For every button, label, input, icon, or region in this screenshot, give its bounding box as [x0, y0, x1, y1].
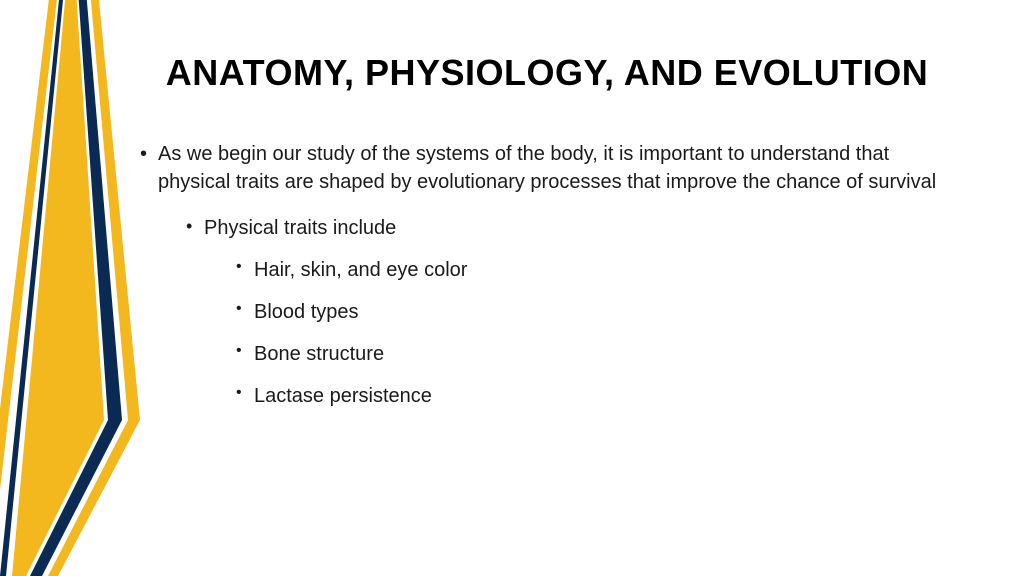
slide-content: ANATOMY, PHYSIOLOGY, AND EVOLUTION As we…: [130, 50, 964, 424]
bullet-sub1-text: Physical traits include: [204, 217, 396, 239]
bullet-sub1: Physical traits include Hair, skin, and …: [186, 214, 964, 410]
chevron-gold-inner: [12, 0, 104, 576]
chevron-gold: [0, 0, 140, 576]
slide-title: ANATOMY, PHYSIOLOGY, AND EVOLUTION: [130, 50, 964, 95]
bullet-item-0: Hair, skin, and eye color: [236, 256, 964, 284]
bullet-item-3: Lactase persistence: [236, 382, 964, 410]
bullet-item-1: Blood types: [236, 298, 964, 326]
chevron-navy: [0, 0, 122, 576]
chevron-white-gap: [0, 0, 128, 576]
bullet-list-level2: Physical traits include Hair, skin, and …: [158, 214, 964, 410]
bullet-list-level1: As we begin our study of the systems of …: [130, 140, 964, 410]
bullet-list-level3: Hair, skin, and eye color Blood types Bo…: [204, 256, 964, 410]
chevron-white-inner: [6, 0, 108, 576]
bullet-main: As we begin our study of the systems of …: [140, 140, 964, 410]
bullet-item-2: Bone structure: [236, 340, 964, 368]
bullet-main-text: As we begin our study of the systems of …: [158, 143, 936, 193]
